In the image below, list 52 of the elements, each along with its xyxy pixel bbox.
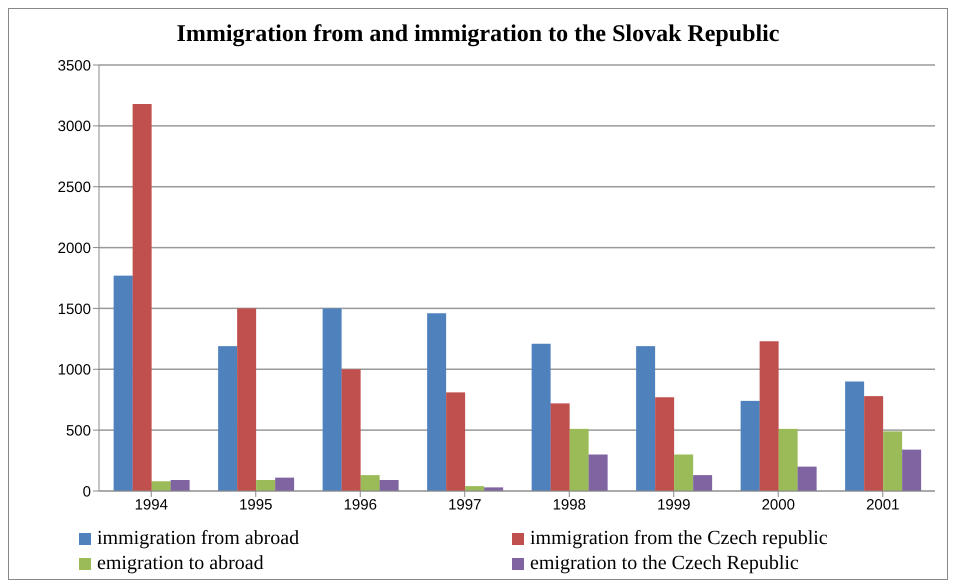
bar [532,344,551,491]
bar [740,400,760,491]
x-tick-label: 1994 [134,496,168,514]
bar [132,104,152,491]
bar [342,369,361,491]
y-tick-label: 2000 [58,240,91,257]
bar [845,381,864,491]
bar [446,392,466,491]
bar [427,313,446,491]
bar [465,486,484,491]
bar [864,396,884,491]
bar [256,480,276,491]
legend-label: immigration from abroad [97,527,300,550]
bar [550,403,570,491]
bar [760,341,779,491]
x-tick-label: 2000 [762,496,795,514]
legend-label: emigration to the Czech Republic [530,552,799,575]
bar [588,454,608,491]
bar [322,308,342,491]
x-tick-label: 1995 [239,496,272,514]
bar [778,428,798,491]
x-tick-label: 1999 [657,496,690,514]
y-tick-label: 1000 [58,362,91,379]
bar [380,480,399,491]
bar [674,454,694,491]
y-tick-label: 1500 [58,300,91,318]
x-tick-label: 1996 [344,496,377,514]
y-tick-label: 3500 [58,57,91,74]
bar [883,431,902,491]
bar [218,346,238,491]
y-tick-label: 0 [82,483,91,500]
y-tick-label: 3000 [58,118,91,136]
x-tick-label: 2001 [866,496,900,514]
legend-label: immigration from the Czech republic [530,527,828,550]
x-tick-label: 1998 [552,496,586,514]
bar [902,450,922,491]
y-tick-label: 500 [66,422,91,440]
chart-title: Immigration from and immigration to the Slovak Republic [176,21,780,49]
bar [114,276,133,491]
bar [693,475,712,491]
bar [360,475,380,491]
bar [152,481,171,491]
bar [237,308,256,491]
bar [655,397,674,491]
bar [798,466,817,491]
y-tick-label: 2500 [58,179,91,196]
bar [636,346,656,491]
legend-label: emigration to abroad [97,552,264,575]
bar [170,480,190,491]
bar [570,428,589,491]
x-tick-label: 1997 [448,496,482,514]
bar [275,478,294,491]
